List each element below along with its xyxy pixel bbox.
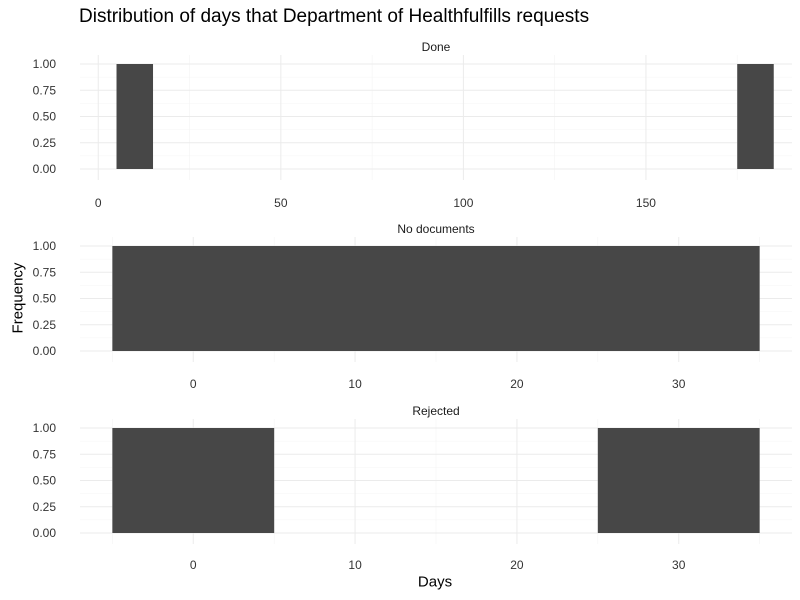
- x-tick-label: 20: [510, 558, 524, 572]
- x-tick-label: 150: [636, 196, 656, 210]
- y-tick-label: 0.50: [33, 474, 57, 488]
- histogram-bar: [597, 428, 760, 533]
- y-tick-label: 0.00: [33, 344, 57, 358]
- facet-strip-label: Done: [422, 40, 451, 54]
- y-tick-label: 0.50: [33, 110, 57, 124]
- x-axis-label: Days: [417, 573, 453, 591]
- x-tick-label: 30: [672, 377, 686, 391]
- x-tick-label: 0: [190, 558, 197, 572]
- y-tick-label: 0.25: [33, 318, 57, 332]
- histogram-bar: [112, 428, 275, 533]
- x-tick-label: 30: [672, 558, 686, 572]
- facet-strip-label: Rejected: [412, 404, 459, 418]
- x-tick-label: 20: [510, 377, 524, 391]
- y-tick-label: 1.00: [33, 57, 57, 71]
- y-tick-label: 0.50: [33, 292, 57, 306]
- y-tick-label: 1.00: [33, 239, 57, 253]
- y-tick-label: 0.25: [33, 136, 57, 150]
- histogram-bar: [116, 64, 154, 169]
- x-tick-label: 100: [453, 196, 473, 210]
- x-tick-label: 10: [348, 377, 362, 391]
- y-tick-label: 0.75: [33, 447, 57, 461]
- y-tick-label: 0.00: [33, 162, 57, 176]
- x-tick-label: 50: [274, 196, 288, 210]
- facet-strip-label: No documents: [397, 222, 474, 236]
- y-tick-label: 1.00: [33, 421, 57, 435]
- x-tick-label: 0: [95, 196, 102, 210]
- chart-title: Distribution of days that Department of …: [79, 6, 590, 27]
- histogram-bar: [737, 64, 774, 169]
- histogram-bar: [112, 246, 760, 351]
- y-tick-label: 0.75: [33, 83, 57, 97]
- y-tick-label: 0.25: [33, 500, 57, 514]
- x-tick-label: 0: [190, 377, 197, 391]
- x-tick-label: 10: [348, 558, 362, 572]
- y-tick-label: 0.75: [33, 265, 57, 279]
- y-tick-label: 0.00: [33, 526, 57, 540]
